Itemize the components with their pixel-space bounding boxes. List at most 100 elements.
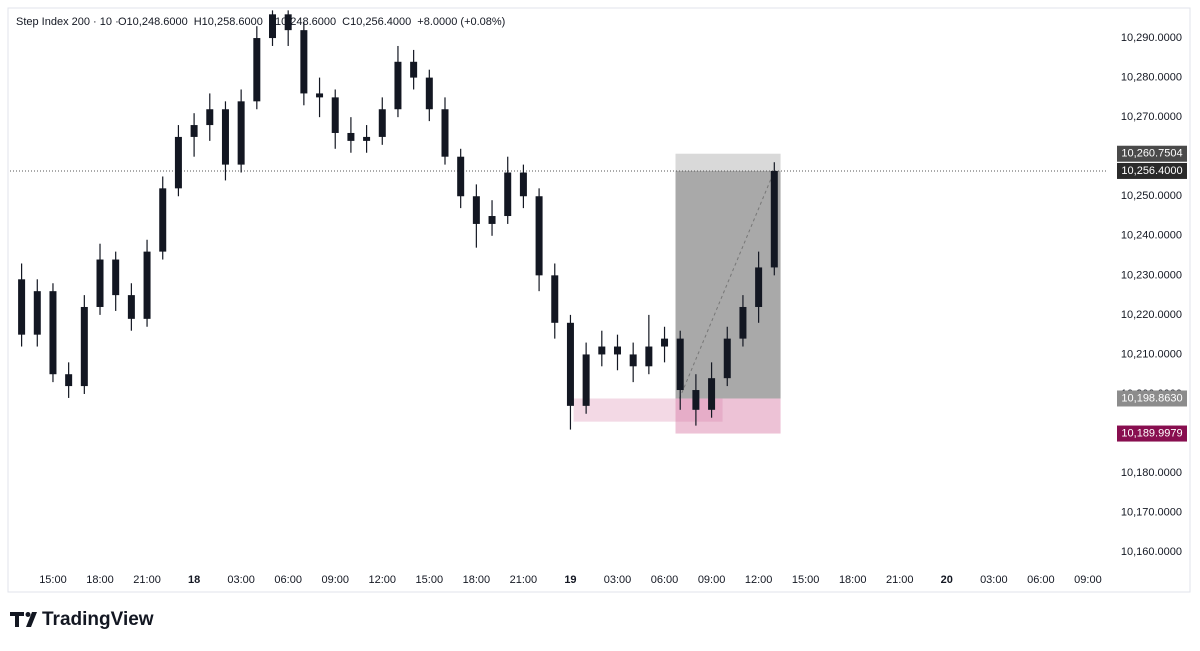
candle-body xyxy=(363,136,371,141)
stop-zone xyxy=(675,398,781,434)
candle-body xyxy=(504,172,512,217)
x-tick-label: 03:00 xyxy=(227,574,255,586)
candle-body xyxy=(441,109,449,157)
frame xyxy=(7,7,1191,593)
logo-dot xyxy=(25,612,31,617)
candle-body xyxy=(394,61,402,110)
level-label: 10,189.9979 xyxy=(1121,427,1182,439)
candle-body xyxy=(174,136,182,189)
candle-body xyxy=(331,97,339,133)
trade-path xyxy=(679,170,775,399)
candle-body xyxy=(206,109,214,126)
candle-body xyxy=(221,109,229,165)
candle-body xyxy=(457,156,465,197)
candle-body xyxy=(347,132,355,141)
x-tick-label: 12:00 xyxy=(745,574,773,586)
candle-body xyxy=(127,295,135,319)
logo xyxy=(10,612,37,627)
x-tick-label: 15:00 xyxy=(416,574,444,586)
zone xyxy=(573,398,723,422)
x-tick-label: 06:00 xyxy=(274,574,302,586)
candle-body xyxy=(96,259,104,307)
x-tick-label: 06:00 xyxy=(651,574,679,586)
x-tick-label: 09:00 xyxy=(698,574,726,586)
x-tick-label: 18 xyxy=(188,574,200,586)
level-box xyxy=(1117,390,1187,407)
candle-body xyxy=(598,346,606,355)
y-tick-label: 10,170.0000 xyxy=(1121,507,1182,519)
level-label: 10,256.4000 xyxy=(1121,165,1182,177)
candle-body xyxy=(551,275,559,323)
candle-body xyxy=(33,291,41,335)
candle-body xyxy=(49,291,57,375)
drawings xyxy=(10,153,1108,434)
y-tick-label: 10,250.0000 xyxy=(1121,190,1182,202)
candle-body xyxy=(661,338,669,347)
candle-body xyxy=(410,61,418,78)
candle-body xyxy=(18,279,26,335)
candle-body xyxy=(190,125,198,137)
y-tick-label: 10,280.0000 xyxy=(1121,72,1182,84)
candle-body xyxy=(755,267,763,307)
candle-body xyxy=(378,109,386,137)
x-tick-label: 18:00 xyxy=(839,574,867,586)
y-tick-label: 10,230.0000 xyxy=(1121,269,1182,281)
candle-body xyxy=(770,170,778,268)
candle-body xyxy=(472,196,480,224)
candle-body xyxy=(739,306,747,339)
x-tick-label: 06:00 xyxy=(1027,574,1055,586)
candle-body xyxy=(676,338,684,391)
y-tick-label: 10,240.0000 xyxy=(1121,230,1182,242)
y-tick-label: 10,290.0000 xyxy=(1121,32,1182,44)
y-tick-label: 10,180.0000 xyxy=(1121,467,1182,479)
x-tick-label: 03:00 xyxy=(604,574,632,586)
candle-body xyxy=(237,101,245,165)
candle-body xyxy=(425,77,433,110)
brand: TradingView xyxy=(10,609,154,630)
x-tick-label: 09:00 xyxy=(1074,574,1102,586)
y-tick-label: 10,220.0000 xyxy=(1121,309,1182,321)
candle-body xyxy=(159,188,167,252)
candle-body xyxy=(629,354,637,367)
symbol: Step Index 200 · 10 · xyxy=(16,16,119,28)
candle-body xyxy=(566,322,574,406)
x-tick-label: 20 xyxy=(941,574,953,586)
x-tick-label: 18:00 xyxy=(86,574,114,586)
candle-body xyxy=(613,346,621,355)
candle-body xyxy=(535,196,543,276)
candle-body xyxy=(519,172,527,197)
header-value: H10,258.6000 xyxy=(194,16,263,28)
y-tick-label: 10,160.0000 xyxy=(1121,546,1182,558)
candle-body xyxy=(488,216,496,224)
x-tick-label: 21:00 xyxy=(510,574,538,586)
candle-body xyxy=(300,30,308,94)
x-tick-label: 15:00 xyxy=(39,574,67,586)
x-tick-label: 15:00 xyxy=(792,574,820,586)
candle-body xyxy=(645,346,653,367)
level-box xyxy=(1117,425,1187,442)
candle-body xyxy=(253,38,261,102)
candle-body xyxy=(269,14,277,39)
x-tick-label: 12:00 xyxy=(369,574,397,586)
header-value: O10,248.6000 xyxy=(118,16,188,28)
brand-name: TradingView xyxy=(42,609,154,630)
candle-body xyxy=(112,259,120,296)
candle-body xyxy=(723,338,731,379)
level-label: 10,260.7504 xyxy=(1121,148,1182,160)
header-value: C10,256.4000 xyxy=(342,16,411,28)
candle-body xyxy=(582,354,590,406)
candle-body xyxy=(316,93,324,98)
candle-body xyxy=(80,306,88,387)
x-tick-label: 03:00 xyxy=(980,574,1008,586)
candle-body xyxy=(708,378,716,410)
header-value: L10,248.6000 xyxy=(269,16,336,28)
level-box xyxy=(1117,162,1187,179)
level-label: 10,198.8630 xyxy=(1121,392,1182,404)
header-value: +8.0000 (+0.08%) xyxy=(417,16,505,28)
x-tick-label: 19 xyxy=(564,574,576,586)
y-tick-label: 10,210.0000 xyxy=(1121,348,1182,360)
candle-body xyxy=(692,390,700,410)
x-tick-label: 09:00 xyxy=(321,574,349,586)
